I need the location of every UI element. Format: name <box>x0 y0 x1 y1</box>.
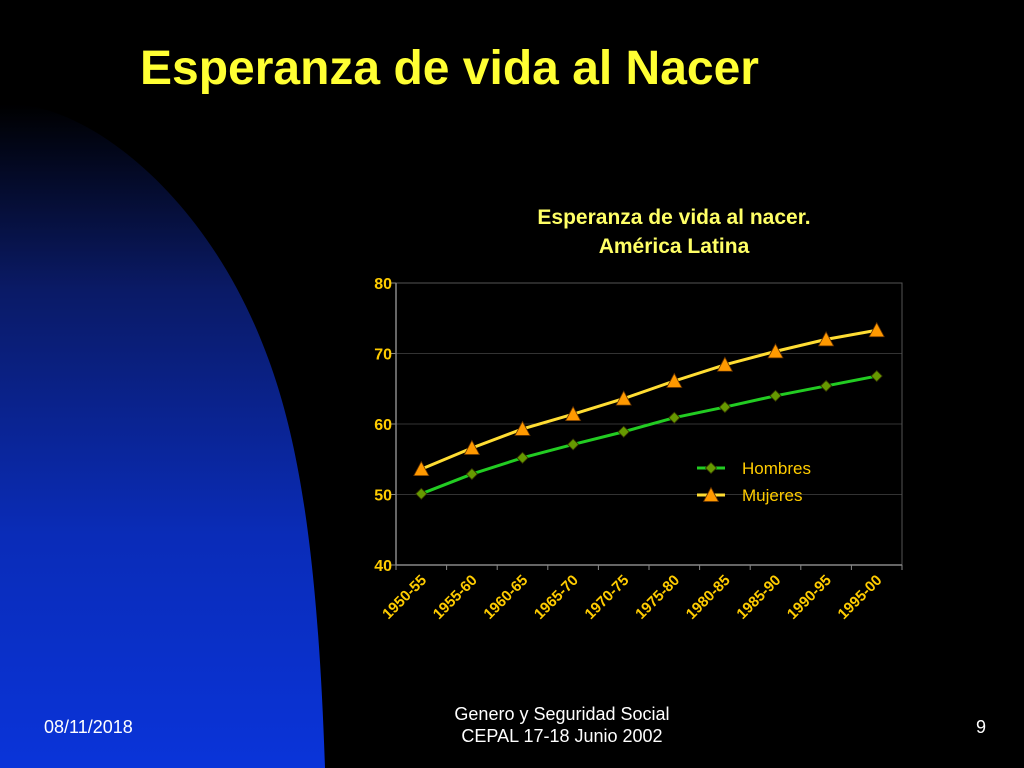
data-point-hombres <box>769 389 782 402</box>
data-point-mujeres <box>767 343 784 359</box>
x-tick-label: 1980-85 <box>683 572 734 623</box>
data-point-mujeres <box>615 390 632 406</box>
data-point-mujeres <box>716 356 734 372</box>
x-tick-label: 1995-00 <box>835 572 886 623</box>
legend-swatch-marker <box>704 461 718 475</box>
data-point-hombres <box>465 467 478 481</box>
y-tick-label: 40 <box>374 558 392 575</box>
x-tick-label: 1965-70 <box>531 572 582 623</box>
legend-label: Mujeres <box>742 486 802 505</box>
left-blue-shape <box>0 104 325 768</box>
x-tick-label: 1985-90 <box>733 572 784 623</box>
data-point-mujeres <box>817 331 835 347</box>
data-point-hombres <box>567 438 580 451</box>
legend-label: Hombres <box>742 459 811 478</box>
data-point-hombres <box>617 425 630 438</box>
footer-date: 08/11/2018 <box>44 717 133 737</box>
data-point-hombres <box>820 379 833 392</box>
footer-event-detail: CEPAL 17-18 Junio 2002 <box>461 726 663 746</box>
data-point-hombres <box>668 411 681 424</box>
y-tick-label: 80 <box>374 276 392 293</box>
data-point-mujeres <box>514 420 531 436</box>
data-point-mujeres <box>564 405 582 422</box>
data-point-mujeres <box>868 321 885 338</box>
x-tick-label: 1970-75 <box>582 572 633 623</box>
data-point-hombres <box>870 369 883 383</box>
page-number: 9 <box>976 717 987 737</box>
y-tick-label: 50 <box>374 488 392 505</box>
x-tick-label: 1990-95 <box>784 572 835 623</box>
data-point-mujeres <box>463 439 481 455</box>
footer-event-title: Genero y Seguridad Social <box>454 704 670 724</box>
series-line-mujeres <box>420 328 877 471</box>
series-line-hombres <box>420 374 877 496</box>
x-tick-label: 1960-65 <box>480 572 531 623</box>
slide-title: Esperanza de vida al Nacer <box>140 42 759 95</box>
data-point-mujeres <box>666 372 683 388</box>
data-point-hombres <box>415 487 428 500</box>
chart-title: Esperanza de vida al nacer. <box>537 206 811 229</box>
data-point-mujeres <box>413 460 430 477</box>
footer-center: Genero y Seguridad Social CEPAL 17-18 Ju… <box>422 703 702 747</box>
y-tick-label: 70 <box>374 347 392 364</box>
legend-swatch-marker <box>702 486 720 502</box>
data-point-hombres <box>718 401 731 414</box>
x-tick-label: 1955-60 <box>430 572 481 623</box>
chart-title-block: Esperanza de vida al nacer. América Lati… <box>474 203 874 261</box>
data-point-hombres <box>516 451 529 464</box>
x-tick-label: 1975-80 <box>632 572 683 623</box>
y-tick-label: 60 <box>374 417 392 434</box>
x-tick-label: 1950-55 <box>379 572 430 623</box>
chart-subtitle: América Latina <box>598 235 750 258</box>
